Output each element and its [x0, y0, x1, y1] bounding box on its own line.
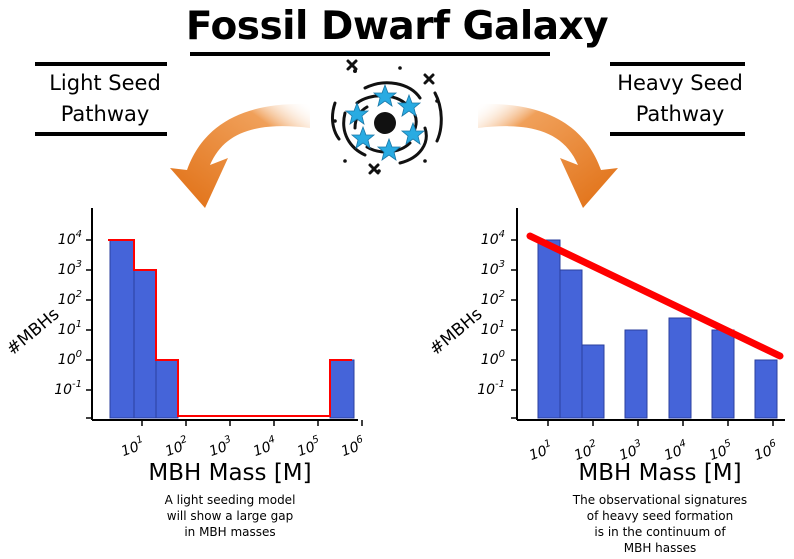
right-x-tick-label-text: 101: [526, 438, 555, 464]
histogram-bar: [559, 269, 583, 419]
left-caption-line: A light seeding model: [164, 493, 296, 507]
left-y-tick-label: 103: [58, 259, 82, 278]
left-y-tick-label-text: 103: [58, 259, 82, 278]
left-x-tick-label-text: 101: [118, 434, 147, 460]
right-heading-rule-bottom: [610, 132, 745, 136]
histogram-bar: [537, 239, 561, 419]
right-heading-line2: Pathway: [635, 102, 725, 126]
right-x-axis-label: MBH Mass [M]: [578, 460, 742, 486]
histogram-bar: [754, 359, 778, 419]
left-x-tick-label: 106: [338, 434, 367, 460]
histogram-bar: [329, 359, 355, 419]
left-caption-line: in MBH masses: [184, 525, 276, 539]
histogram-bar: [155, 359, 179, 419]
trend-line: [526, 232, 784, 360]
histogram-bar: [109, 239, 135, 419]
left-x-tick-label: 105: [294, 434, 323, 460]
right-y-tick-label: 10-1: [477, 379, 505, 398]
right-caption: The observational signatures of heavy se…: [530, 492, 790, 556]
left-x-tick-label-text: 105: [294, 434, 323, 460]
right-y-tick-label: 103: [481, 259, 505, 278]
right-y-tick-label-text: 10-1: [477, 379, 505, 398]
histogram-bar: [624, 329, 648, 419]
histogram-bar: [668, 317, 692, 419]
right-y-tick-label: 101: [481, 319, 505, 338]
left-x-tick-label-text: 106: [338, 434, 367, 460]
left-heading-line1: Light Seed: [49, 71, 161, 95]
left-y-tick-label-text: 101: [58, 319, 82, 338]
right-y-tick-label-text: 104: [481, 229, 505, 248]
galaxy-icon: [330, 59, 443, 175]
left-heading-rule-top: [35, 62, 167, 66]
right-caption-line: of heavy seed formation: [586, 509, 734, 523]
right-caption-line: is in the continuum of: [594, 525, 726, 539]
right-y-tick-label-text: 101: [481, 319, 505, 338]
right-x-tick-label-text: 105: [706, 438, 735, 464]
histogram-bar: [581, 344, 605, 419]
heavy-seed-chart: 10-1 100 101 102 103 104 101 102 103 104 105 106: [477, 208, 785, 464]
right-x-tick-label-text: 102: [571, 438, 600, 464]
left-y-tick-label-text: 100: [58, 349, 82, 368]
left-x-tick-label: 103: [206, 434, 235, 460]
left-x-tick-label-text: 103: [206, 434, 235, 460]
right-y-tick-label-text: 102: [481, 289, 505, 308]
right-caption-line: MBH hasses: [623, 541, 697, 555]
left-y-tick-label: 100: [58, 349, 82, 368]
left-caption: A light seeding model will show a large …: [100, 492, 360, 540]
left-y-tick-label: 104: [58, 229, 82, 248]
right-x-tick-label: 105: [706, 438, 735, 464]
right-y-tick-label: 104: [481, 229, 505, 248]
right-heading-line1: Heavy Seed: [617, 71, 743, 95]
left-y-tick-label-text: 104: [58, 229, 82, 248]
light-seed-chart: 10-1 100 101 102 103 104 101 102 103 104 105 106: [54, 208, 367, 460]
right-x-tick-label: 106: [751, 438, 780, 464]
right-y-tick-label: 100: [481, 349, 505, 368]
right-x-tick-label: 102: [571, 438, 600, 464]
right-y-tick-label: 102: [481, 289, 505, 308]
histogram-bar: [711, 329, 735, 419]
left-x-tick-label: 104: [250, 434, 279, 460]
left-x-tick-label-text: 102: [162, 434, 191, 460]
left-y-tick-label-text: 102: [58, 289, 82, 308]
right-x-tick-label: 104: [661, 438, 690, 464]
left-y-tick-label: 102: [58, 289, 82, 308]
left-x-tick-label: 101: [118, 434, 147, 460]
left-heading-line2: Pathway: [60, 102, 150, 126]
left-y-tick-label: 10-1: [54, 379, 82, 398]
right-x-tick-label-text: 104: [661, 438, 690, 464]
left-heading: Light Seed Pathway: [35, 68, 175, 130]
left-caption-line: will show a large gap: [166, 509, 294, 523]
right-x-tick-label-text: 103: [616, 438, 645, 464]
left-x-tick-label-text: 104: [250, 434, 279, 460]
page-title: Fossil Dwarf Galaxy: [185, 4, 609, 49]
right-y-tick-label-text: 100: [481, 349, 505, 368]
title-underline: [190, 52, 550, 56]
right-x-tick-label-text: 106: [751, 438, 780, 464]
histogram-bar: [133, 269, 157, 419]
left-x-axis-label: MBH Mass [M]: [148, 460, 312, 486]
left-y-tick-label: 101: [58, 319, 82, 338]
right-caption-line: The observational signatures: [572, 493, 748, 507]
left-y-tick-label-text: 10-1: [54, 379, 82, 398]
right-y-tick-label-text: 103: [481, 259, 505, 278]
left-x-tick-label: 102: [162, 434, 191, 460]
left-arrow-icon: [170, 103, 310, 208]
right-heading: Heavy Seed Pathway: [606, 68, 754, 130]
right-arrow-icon: [478, 103, 618, 208]
right-x-tick-label: 103: [616, 438, 645, 464]
right-heading-rule-top: [610, 62, 745, 66]
right-x-tick-label: 101: [526, 438, 555, 464]
step-outline: [108, 239, 352, 417]
left-heading-rule-bottom: [35, 132, 167, 136]
